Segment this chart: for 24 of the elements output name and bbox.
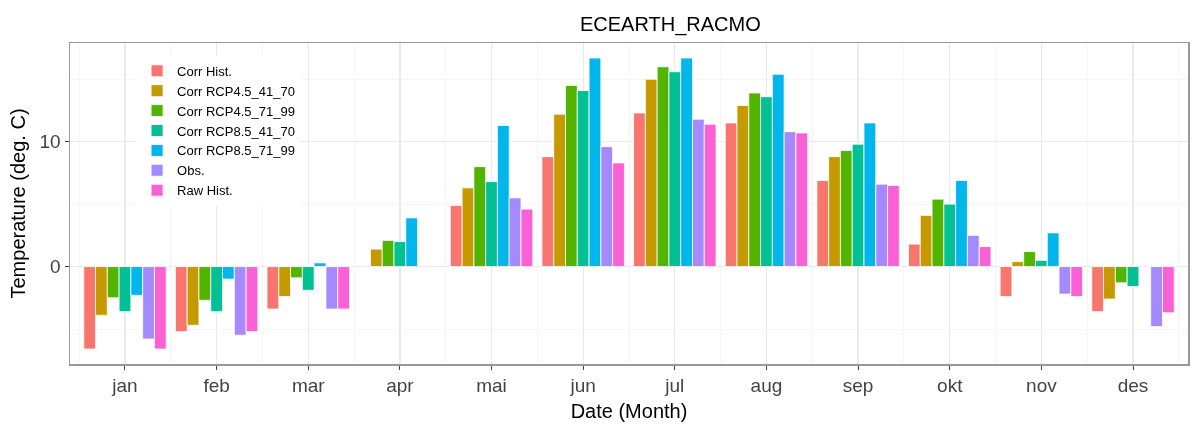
x-tick-label: feb	[203, 375, 230, 397]
legend-label: Raw Hist.	[177, 183, 233, 199]
x-tick-label: aug	[750, 375, 783, 397]
x-tick-label: nov	[1026, 375, 1058, 397]
legend-label: Obs.	[177, 163, 205, 179]
legend-label: Corr RCP8.5_41_70	[177, 123, 295, 139]
legend-label: Corr RCP8.5_71_99	[177, 143, 295, 159]
x-tick-label: apr	[386, 375, 415, 397]
legend-label: Corr RCP4.5_41_70	[177, 83, 295, 99]
y-axis-title: Temperature (deg. C)	[7, 108, 30, 299]
x-tick-label: jun	[569, 375, 596, 397]
x-tick-label: mai	[476, 375, 507, 397]
y-tick-label: 0	[50, 256, 61, 278]
x-axis-title: Date (Month)	[570, 399, 688, 422]
x-tick-label: des	[1117, 375, 1149, 397]
x-tick-label: okt	[937, 375, 964, 397]
legend-label: Corr Hist.	[177, 63, 232, 79]
x-tick-label: mar	[291, 375, 326, 397]
x-tick-label: sep	[842, 375, 874, 397]
y-tick-label: 10	[39, 131, 61, 153]
x-tick-label: jul	[664, 375, 685, 397]
chart-title: ECEARTH_RACMO	[579, 13, 761, 37]
x-tick-label: jan	[111, 375, 138, 397]
legend-label: Corr RCP4.5_71_99	[177, 103, 295, 119]
